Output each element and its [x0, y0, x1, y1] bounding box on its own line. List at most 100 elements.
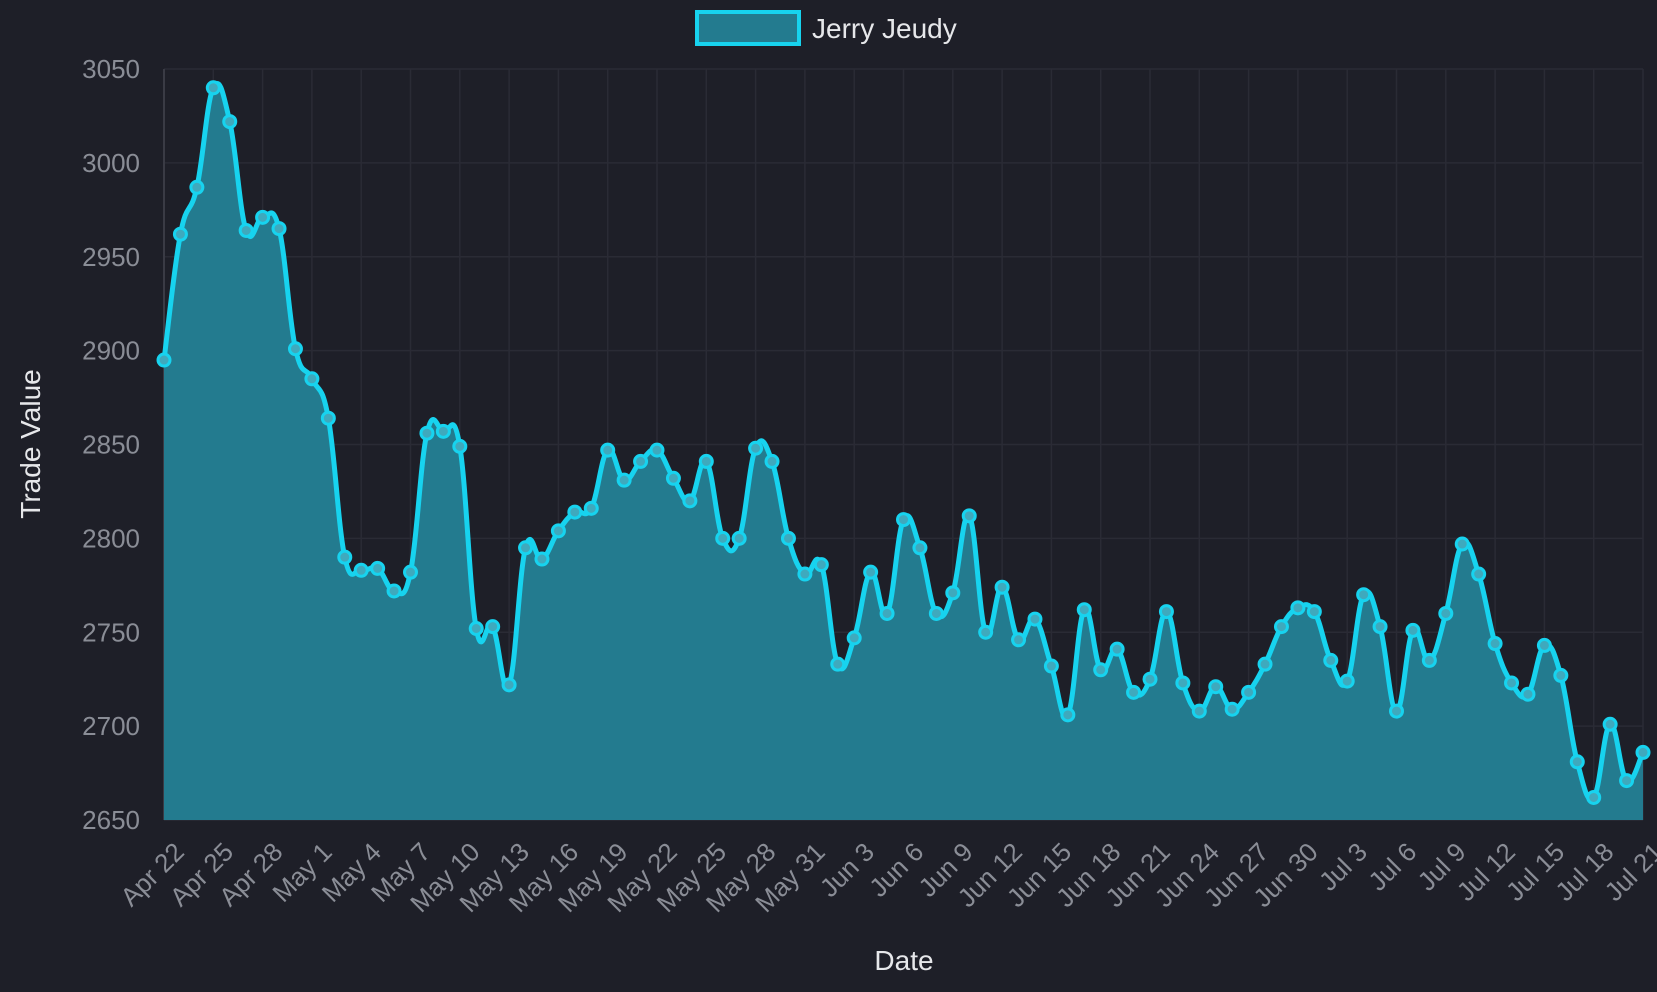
data-point[interactable]	[1520, 686, 1536, 702]
data-point[interactable]	[1158, 604, 1174, 620]
y-tick-label: 2850	[82, 430, 140, 460]
data-point[interactable]	[172, 226, 188, 242]
data-point[interactable]	[567, 504, 583, 520]
data-point[interactable]	[813, 557, 829, 573]
data-point[interactable]	[1487, 636, 1503, 652]
data-point[interactable]	[1257, 656, 1273, 672]
data-point[interactable]	[156, 352, 172, 368]
data-point[interactable]	[1306, 604, 1322, 620]
data-point[interactable]	[698, 453, 714, 469]
data-point[interactable]	[1339, 673, 1355, 689]
data-point[interactable]	[764, 453, 780, 469]
data-point[interactable]	[534, 551, 550, 567]
data-point[interactable]	[518, 540, 534, 556]
data-point[interactable]	[1273, 619, 1289, 635]
data-point[interactable]	[485, 619, 501, 635]
data-point[interactable]	[633, 453, 649, 469]
data-point[interactable]	[945, 585, 961, 601]
data-point[interactable]	[616, 472, 632, 488]
legend[interactable]: Jerry Jeudy	[695, 10, 957, 46]
data-point[interactable]	[1421, 652, 1437, 668]
data-point[interactable]	[1504, 675, 1520, 691]
data-point[interactable]	[1553, 667, 1569, 683]
data-point[interactable]	[797, 566, 813, 582]
data-point[interactable]	[1471, 566, 1487, 582]
data-point[interactable]	[353, 562, 369, 578]
data-point[interactable]	[1389, 703, 1404, 719]
data-point[interactable]	[583, 500, 599, 516]
data-point[interactable]	[205, 80, 221, 96]
data-point[interactable]	[1241, 684, 1257, 700]
data-point[interactable]	[320, 410, 336, 426]
data-point[interactable]	[255, 209, 271, 225]
data-point[interactable]	[846, 630, 862, 646]
data-point[interactable]	[1290, 600, 1306, 616]
data-point[interactable]	[1569, 754, 1585, 770]
data-point[interactable]	[435, 423, 451, 439]
data-point[interactable]	[961, 508, 977, 524]
data-point[interactable]	[780, 530, 796, 546]
data-point[interactable]	[649, 442, 665, 458]
data-point[interactable]	[879, 605, 895, 621]
data-point[interactable]	[1109, 641, 1125, 657]
data-point[interactable]	[501, 677, 517, 693]
data-point[interactable]	[1142, 671, 1158, 687]
legend-swatch	[695, 10, 801, 46]
data-point[interactable]	[896, 512, 911, 528]
x-axis-title: Date	[874, 945, 933, 976]
data-point[interactable]	[1438, 605, 1454, 621]
data-point[interactable]	[1602, 716, 1618, 732]
data-point[interactable]	[1405, 622, 1421, 638]
data-point[interactable]	[304, 371, 320, 387]
data-point[interactable]	[1536, 637, 1552, 653]
data-point[interactable]	[830, 656, 846, 672]
data-point[interactable]	[1372, 619, 1388, 635]
data-point[interactable]	[550, 523, 566, 539]
data-point[interactable]	[1619, 773, 1635, 789]
data-point[interactable]	[1635, 744, 1651, 760]
data-point[interactable]	[978, 624, 994, 640]
data-point[interactable]	[748, 440, 764, 456]
data-point[interactable]	[222, 114, 238, 130]
data-point[interactable]	[370, 560, 386, 576]
data-point[interactable]	[1454, 536, 1470, 552]
data-point[interactable]	[1208, 679, 1224, 695]
y-tick-label: 2800	[82, 523, 140, 553]
data-point[interactable]	[1011, 632, 1027, 648]
data-point[interactable]	[287, 341, 303, 357]
x-tick-label: Jul 3	[1313, 837, 1373, 897]
data-point[interactable]	[1323, 652, 1339, 668]
data-point[interactable]	[1191, 703, 1207, 719]
data-point[interactable]	[1076, 602, 1092, 618]
data-point[interactable]	[994, 579, 1010, 595]
data-point[interactable]	[271, 221, 287, 237]
data-point[interactable]	[1027, 611, 1043, 627]
data-point[interactable]	[337, 549, 353, 565]
data-point[interactable]	[189, 179, 205, 195]
data-point[interactable]	[912, 540, 928, 556]
data-point[interactable]	[238, 222, 254, 238]
data-point[interactable]	[665, 470, 681, 486]
data-point[interactable]	[715, 530, 731, 546]
data-point[interactable]	[403, 564, 418, 580]
data-point[interactable]	[386, 583, 402, 599]
data-point[interactable]	[1224, 701, 1240, 717]
data-point[interactable]	[731, 530, 747, 546]
data-point[interactable]	[1586, 789, 1602, 805]
data-point[interactable]	[1093, 662, 1109, 678]
data-point[interactable]	[1356, 587, 1372, 603]
y-axis-title: Trade Value	[15, 369, 46, 518]
x-tick-label: Jul 6	[1362, 837, 1422, 897]
data-point[interactable]	[1060, 707, 1076, 723]
data-point[interactable]	[1043, 658, 1059, 674]
data-point[interactable]	[1126, 684, 1142, 700]
data-point[interactable]	[682, 493, 698, 509]
data-point[interactable]	[1175, 675, 1191, 691]
data-point[interactable]	[452, 438, 468, 454]
data-point[interactable]	[468, 620, 484, 636]
data-point[interactable]	[600, 442, 616, 458]
data-point[interactable]	[863, 564, 879, 580]
data-point[interactable]	[419, 425, 435, 441]
data-point[interactable]	[928, 605, 944, 621]
